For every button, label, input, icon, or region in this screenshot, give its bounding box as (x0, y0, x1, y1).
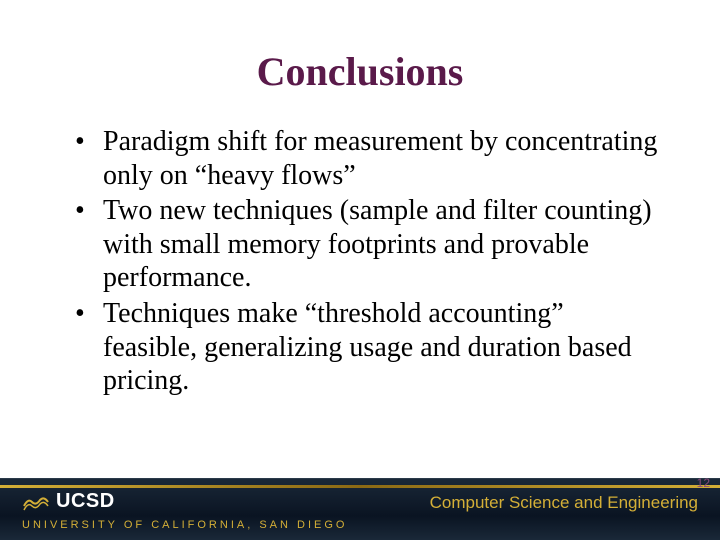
page-number: 12 (697, 476, 710, 490)
bullet-item: Two new techniques (sample and filter co… (75, 194, 660, 295)
bullet-item: Paradigm shift for measurement by concen… (75, 125, 660, 192)
university-text: UNIVERSITY OF CALIFORNIA, SAN DIEGO (22, 519, 347, 531)
footer-gold-line (0, 485, 720, 488)
wave-icon (22, 492, 50, 512)
slide-footer: UCSD Computer Science and Engineering 12… (0, 478, 720, 540)
ucsd-logo: UCSD (22, 490, 115, 513)
footer-top-bar: UCSD Computer Science and Engineering 12 (0, 478, 720, 516)
bullet-list: Paradigm shift for measurement by concen… (75, 125, 660, 398)
department-text: Computer Science and Engineering (430, 493, 698, 513)
footer-bottom-bar: UNIVERSITY OF CALIFORNIA, SAN DIEGO (0, 516, 720, 540)
slide-container: Conclusions Paradigm shift for measureme… (0, 0, 720, 540)
slide-title: Conclusions (0, 0, 720, 125)
slide-content: Paradigm shift for measurement by concen… (0, 125, 720, 398)
ucsd-logo-text: UCSD (56, 490, 115, 513)
bullet-item: Techniques make “threshold accounting” f… (75, 297, 660, 398)
